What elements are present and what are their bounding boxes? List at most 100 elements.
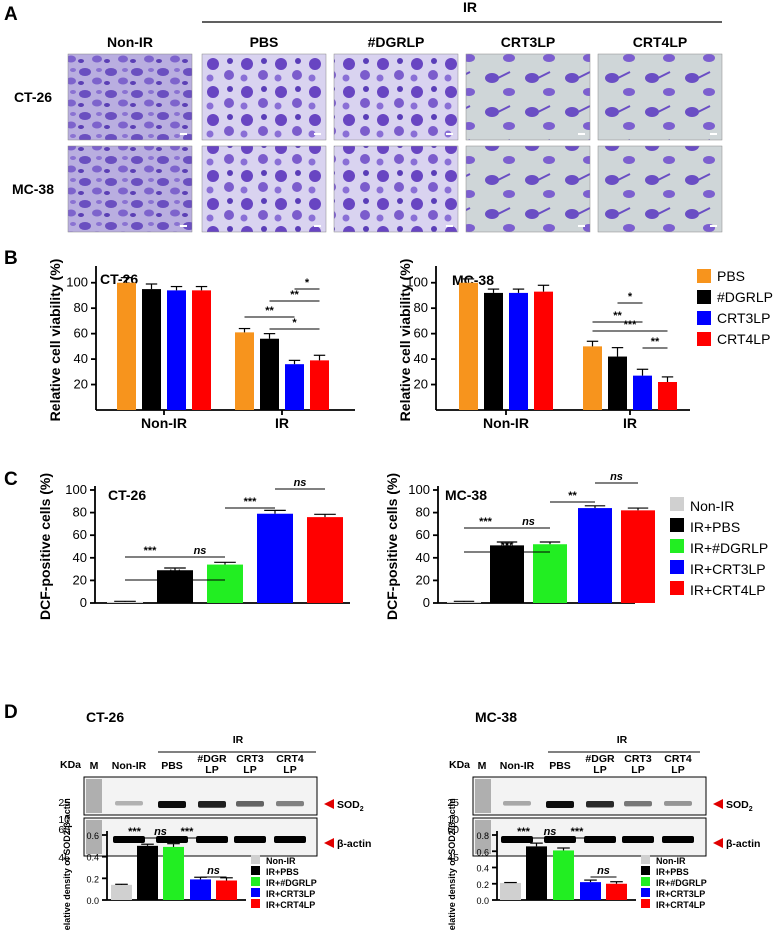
blot2-actin-label: β-actin — [726, 838, 760, 850]
blot2-actin-band-2 — [584, 836, 616, 843]
chartB2-ytick-label: 60 — [414, 326, 428, 341]
blot1-actin-band-2 — [196, 836, 228, 843]
blot1-marker-top-1: 10 — [58, 814, 70, 826]
chartD2-legend-label-2: IR+#DGRLP — [656, 878, 707, 888]
chartC2-legend-swatch-2 — [670, 539, 684, 553]
chartB2-bar-PBS-Non-IR — [459, 282, 478, 410]
blot2-marker-actin — [475, 820, 491, 854]
chartB1-ytick-label: 40 — [74, 351, 88, 366]
chartC2-title: MC-38 — [445, 487, 487, 503]
micrograph-0-0 — [67, 53, 193, 141]
blot1-arrow-sod — [324, 799, 334, 809]
chartB2-sig-1-label: ** — [613, 310, 622, 322]
panel-d-letter: D — [4, 702, 18, 723]
scale-bar-0-1 — [314, 133, 321, 135]
blot2-lane-label-5: CRT4 — [664, 753, 692, 765]
chartB2-bar-PBS-IR — [583, 346, 602, 410]
blot1-sod-band-4 — [276, 801, 304, 807]
chartD2-ytick-label: 0.6 — [476, 847, 489, 857]
blot2-marker-bottom-1: 45 — [447, 852, 459, 864]
chartD1-sig-1-label: ns — [154, 826, 167, 838]
blot2-actin-band-3 — [622, 836, 654, 843]
chartC2-sig-0-label: *** — [479, 516, 493, 528]
chartC2-legend-swatch-0 — [670, 497, 684, 511]
chartD2-legend-label-3: IR+CRT3LP — [656, 889, 705, 899]
col-header-4: CRT4LP — [633, 34, 687, 50]
chartD1-legend-label-1: IR+PBS — [266, 867, 299, 877]
blot1-lane-label-5: LP — [283, 764, 296, 776]
panel-c-letter: C — [4, 469, 18, 490]
col-header-3: CRT3LP — [501, 34, 555, 50]
chartB1-xtick-1: IR — [275, 415, 289, 431]
scale-bar-0-0 — [180, 133, 187, 135]
chartC1-sig-3-label: *** — [244, 496, 258, 508]
panel-b-letter: B — [4, 248, 18, 269]
chartC2-bar-2 — [533, 544, 567, 603]
chartC1-bar-4 — [307, 517, 343, 603]
chartC1-bar-3 — [257, 513, 293, 603]
chartC1-ytick-label: 80 — [73, 505, 87, 520]
chartB1-ytick-label: 100 — [66, 275, 88, 290]
chartB2-bar-#DGRLP-IR — [608, 356, 627, 410]
chartD1-sig-2-label: *** — [181, 826, 195, 838]
chartD1-ytick-label: 0.0 — [86, 896, 99, 906]
chartC2-ytick-label: 40 — [416, 550, 430, 565]
chartB2-sig-3-label: ** — [651, 336, 660, 348]
blot1-marker-actin — [86, 820, 102, 854]
blot1-lane-label-0: M — [90, 760, 99, 772]
blot2-ir-label: IR — [617, 734, 628, 746]
chartD1-legend-label-3: IR+CRT3LP — [266, 889, 315, 899]
chartB2-sig-2-label: *** — [624, 319, 638, 331]
chartB2-legend-swatch-0 — [697, 269, 711, 283]
blot2-sod-band-4 — [664, 801, 692, 806]
chartD2-sig-2-label: *** — [571, 826, 585, 838]
chartD1-ytick-label: 0.4 — [86, 853, 99, 863]
row-header-0: CT-26 — [14, 89, 52, 105]
blot1-marker-bottom-0: 60 — [58, 824, 70, 836]
chartD2-legend-label-1: IR+PBS — [656, 867, 689, 877]
chartB1-bar-#DGRLP-IR — [260, 338, 279, 410]
chartB2-legend-label-3: CRT4LP — [717, 331, 770, 347]
chartC1-ytick-label: 20 — [73, 572, 87, 587]
chartB2-bar-CRT4LP-IR — [658, 382, 677, 410]
chartC1-ytick-label: 40 — [73, 550, 87, 565]
chartB2-ylabel: Relative cell viability (%) — [397, 259, 413, 422]
micrograph-0-2 — [333, 53, 459, 141]
chartB1-bar-PBS-Non-IR — [117, 282, 136, 410]
chartB1-ytick-label: 60 — [74, 326, 88, 341]
chartD1-legend-swatch-0 — [251, 855, 260, 864]
chartD1-legend-swatch-2 — [251, 877, 260, 886]
micrograph-0-1 — [201, 53, 327, 141]
blot1-actin-band-4 — [274, 836, 306, 843]
blot2-marker-bottom-0: 60 — [447, 824, 459, 836]
scale-bar-0-3 — [578, 133, 585, 135]
chartD1-bar-0 — [111, 884, 132, 900]
chartB2-legend-swatch-1 — [697, 290, 711, 304]
chartC2-legend-label-0: Non-IR — [690, 498, 734, 514]
chartB2-xtick-0: Non-IR — [483, 415, 529, 431]
chartB1-ytick-label: 20 — [74, 377, 88, 392]
chartB1-bar-CRT3LP-Non-IR — [167, 290, 186, 410]
chartD2-ylabel: Relative density of SOD2/β-actin — [447, 798, 457, 930]
micrograph-1-3 — [465, 145, 591, 233]
chartD1-bar-3 — [190, 879, 211, 900]
chartD1-legend-label-2: IR+#DGRLP — [266, 878, 317, 888]
chartD2-bar-0 — [500, 882, 521, 900]
chartC2-sig-3-label: ** — [568, 490, 577, 502]
chartB1-xtick-0: Non-IR — [141, 415, 187, 431]
chartC2-ytick-label: 80 — [416, 505, 430, 520]
chartC2-bar-3 — [578, 508, 612, 603]
blot1-sod-band-1 — [158, 801, 186, 808]
blot1-sod-band-2 — [198, 801, 226, 808]
chartD2-legend-label-4: IR+CRT4LP — [656, 900, 705, 910]
chart-d-mc38: 0.0 0.2 0.4 0.6 0.8 Relative density of SOD2/… — [447, 798, 707, 930]
micrograph-0-3 — [465, 53, 591, 141]
chart-c-mc38: MC-38 0 20 40 60 80 100 DCF-positive cells (%) *… — [384, 471, 768, 620]
blot1-kda-label: KDa — [60, 759, 81, 771]
blot2-title: MC-38 — [475, 709, 517, 725]
chartC2-sig-1-label: ns — [522, 516, 535, 528]
micrograph-0-4 — [597, 53, 723, 141]
blot2-kda-label: KDa — [449, 759, 470, 771]
sod-subscript: 2 — [360, 806, 364, 813]
